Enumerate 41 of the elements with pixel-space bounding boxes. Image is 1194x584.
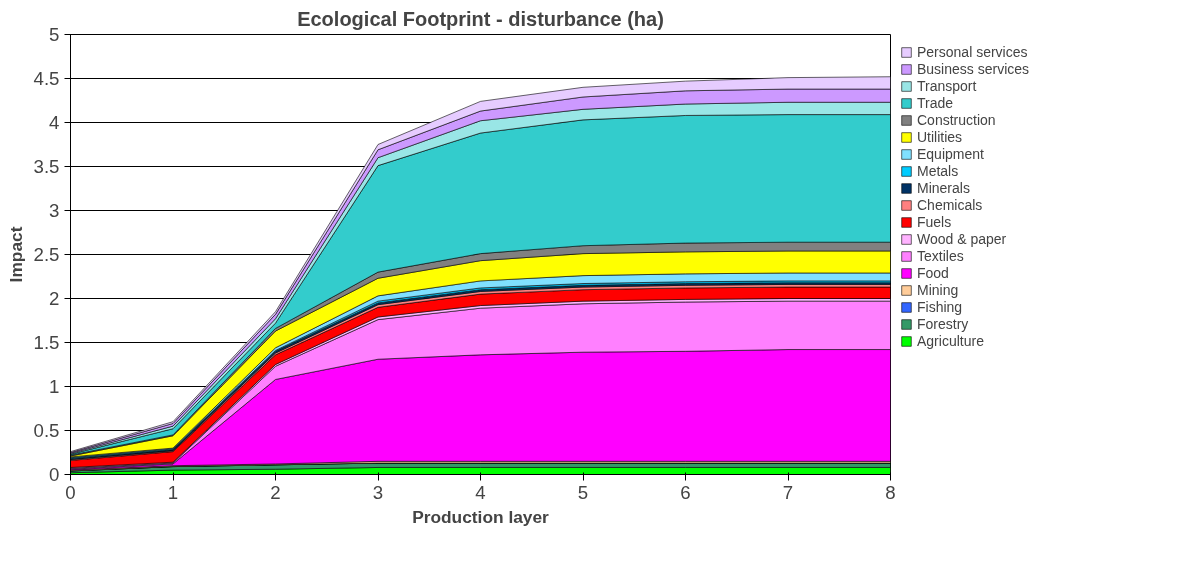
y-tick-label: 3 [49,200,60,221]
x-tick-label: 0 [65,481,76,503]
y-tick-label: 4.5 [33,68,60,89]
legend-label: Mining [917,282,959,298]
x-tick-label: 8 [885,481,896,503]
legend-label: Construction [917,112,996,128]
legend-label: Metals [917,163,959,179]
y-tick-label: 1.5 [33,332,60,353]
x-tick-label: 1 [167,481,179,503]
legend-label: Utilities [917,129,963,145]
x-tick-label: 3 [372,481,384,503]
legend-label: Textiles [917,248,964,264]
y-tick-label: 3.5 [33,156,60,177]
y-tick-label: 1 [49,376,60,397]
legend-label: Food [917,265,949,281]
y-tick-label: 2 [49,288,60,309]
x-tick-label: 4 [475,481,486,503]
legend-label: Fuels [917,214,952,230]
y-tick-label: 5 [49,24,60,45]
x-tick-label: 5 [577,481,589,503]
y-tick-label: 0 [49,464,60,485]
x-tick-label: 6 [680,481,691,503]
y-axis-title: Impact [5,226,26,283]
y-tick-label: 0.5 [33,420,60,441]
legend-label: Chemicals [917,197,983,213]
legend-label: Trade [917,95,954,111]
legend-label: Personal services [917,44,1028,60]
y-tick-label: 4 [49,112,60,133]
legend-label: Minerals [917,180,970,196]
x-tick-label: 2 [270,481,281,503]
legend-label: Agriculture [917,333,984,349]
legend-label: Wood & paper [917,231,1007,247]
legend-label: Equipment [917,146,984,162]
x-tick-label: 7 [782,481,794,503]
x-axis-title: Production layer [412,506,550,527]
legend-label: Transport [917,78,977,94]
legend-label: Business services [917,61,1030,77]
legend-label: Forestry [917,316,969,332]
y-tick-label: 2.5 [33,244,60,265]
chart-title: Ecological Footprint - disturbance (ha) [297,7,664,30]
legend-label: Fishing [917,299,963,315]
